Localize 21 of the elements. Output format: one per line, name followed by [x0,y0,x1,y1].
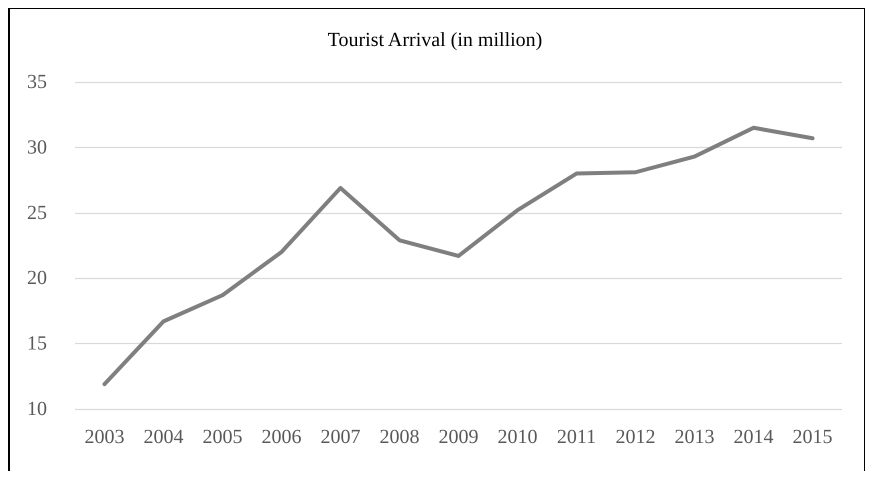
line-series [102,126,814,386]
x-tick-label: 2015 [792,426,832,448]
x-tick-label: 2007 [320,426,360,448]
x-tick-label: 2004 [144,426,184,448]
y-tick-label: 30 [27,136,47,158]
y-tick-label: 10 [27,398,47,420]
x-tick-label: 2006 [262,426,302,448]
x-tick-label: 2010 [498,426,538,448]
x-tick-label: 2014 [734,426,774,448]
y-tick-label: 25 [27,202,47,224]
y-tick-label: 15 [27,332,47,355]
x-tick-label: 2003 [84,426,124,448]
y-tick-label: 20 [27,267,47,290]
x-tick-label: 2008 [380,426,420,448]
x-tick-label: 2012 [616,426,656,448]
chart-title: Tourist Arrival (in million) [328,29,542,51]
x-tick-label: 2013 [674,426,714,448]
x-tick-label: 2005 [202,426,242,448]
y-tick-label: 35 [27,71,47,93]
x-tick-label: 2009 [438,426,478,448]
x-tick-label: 2011 [556,426,596,448]
